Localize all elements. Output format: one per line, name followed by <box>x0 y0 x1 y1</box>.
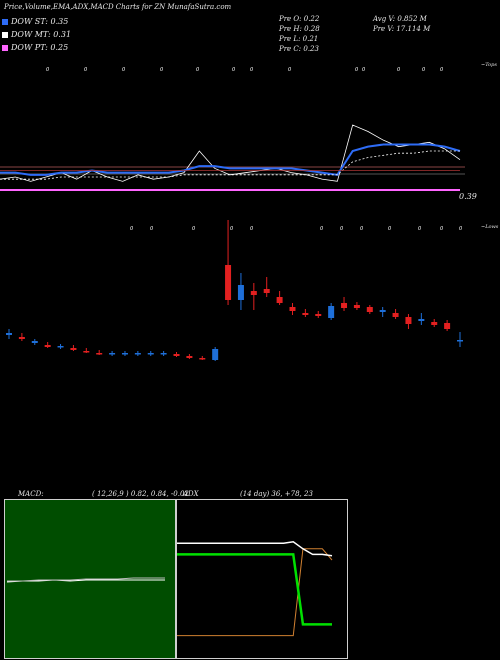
candle-body <box>392 313 399 317</box>
candle-body <box>457 340 463 342</box>
macd-title: MACD: <box>18 490 44 498</box>
top-marker: 0 <box>84 67 87 73</box>
candle-body <box>250 291 257 295</box>
candle-body <box>121 353 128 355</box>
candle-body <box>31 341 38 343</box>
price-line <box>0 124 461 182</box>
candle-body <box>366 307 373 312</box>
top-marker: 0 <box>46 67 49 73</box>
prev-volume: Pre V: 17.114 M <box>373 25 431 33</box>
top-marker: 0 <box>232 67 235 73</box>
bottom-marker: 0 <box>418 226 421 232</box>
candle-body <box>6 333 12 335</box>
bottom-marker: 0 <box>388 226 391 232</box>
candle-body <box>57 346 64 348</box>
candle-body <box>276 297 283 303</box>
macd-line <box>6 579 165 583</box>
bottom-marker: 0 <box>340 226 343 232</box>
top-marker: 0 <box>422 67 425 73</box>
prev-low: Pre L: 0.21 <box>279 35 319 43</box>
bottom-marker: 0 <box>440 226 443 232</box>
bottom-marker: 0 <box>230 226 233 232</box>
candle-body <box>315 314 322 316</box>
dow-pt-swatch <box>2 45 8 51</box>
adx-params: (14 day) 36, +78, 23 <box>240 490 313 498</box>
legend-dow-st: DOW ST: 0.35 <box>2 17 142 30</box>
top-marker: 0 <box>355 67 358 73</box>
candle-body <box>83 351 90 353</box>
candle-body <box>96 353 103 355</box>
macd-signal-line <box>7 577 165 582</box>
dow-pt-label: DOW PT: 0.25 <box>11 43 69 52</box>
dow-st-line <box>0 143 461 176</box>
chart-title: Price,Volume,EMA,ADX,MACD Charts for ZN … <box>4 3 232 11</box>
candle-body <box>263 289 270 293</box>
candle-body <box>289 307 296 311</box>
candle-body <box>18 337 25 339</box>
candle-body <box>341 303 348 308</box>
bottom-marker: 0 <box>459 226 462 232</box>
top-marker: 0 <box>397 67 400 73</box>
candle-body <box>160 353 167 355</box>
candle-body <box>70 348 77 350</box>
bottom-marker: 0 <box>320 226 323 232</box>
adx-plus-di-line <box>177 553 332 626</box>
dow-mt-swatch <box>2 32 8 38</box>
prev-high: Pre H: 0.28 <box>279 25 320 33</box>
top-marker: 0 <box>288 67 291 73</box>
candle-body <box>186 356 193 358</box>
dow-st-swatch <box>2 19 8 25</box>
candle-body <box>199 358 206 360</box>
dow-mt-line <box>0 150 460 180</box>
bottom-marker: 0 <box>192 226 195 232</box>
macd-chart <box>4 499 176 659</box>
candle-body <box>212 349 219 360</box>
top-marker: 0 <box>362 67 365 73</box>
candle-body <box>109 353 116 355</box>
bottom-marker: 0 <box>360 226 363 232</box>
candle-body <box>405 317 412 324</box>
adx-minus-di-line <box>177 548 333 637</box>
ema-last-price: 0.39 <box>459 192 477 201</box>
top-marker: 0 <box>122 67 125 73</box>
bottom-marker: 0 <box>250 226 253 232</box>
avg-volume: Avg V: 0.852 M <box>373 15 427 23</box>
prev-open: Pre O: 0.22 <box>279 15 320 23</box>
candlestick-chart: 0 0 0 0 0 0 0 0 0 0 0 0 <box>6 220 463 361</box>
candle-body <box>328 306 335 318</box>
adx-line <box>177 541 333 557</box>
candle-body <box>418 319 425 321</box>
candle-body <box>147 353 154 355</box>
candle-body <box>225 265 232 300</box>
top-marker: 0 <box>440 67 443 73</box>
candle-body <box>237 285 244 300</box>
candle-body <box>44 345 51 347</box>
candle-body <box>444 323 451 329</box>
legend-dow-mt: DOW MT: 0.31 <box>2 30 142 43</box>
adx-title: ADX <box>183 490 199 498</box>
candle-body <box>134 353 141 355</box>
dow-mt-label: DOW MT: 0.31 <box>11 30 72 39</box>
prev-close: Pre C: 0.23 <box>279 45 319 53</box>
bottom-marker: 0 <box>130 226 133 232</box>
legend-dow-pt: DOW PT: 0.25 <box>2 43 142 56</box>
candle-body <box>353 305 360 308</box>
top-marker: 0 <box>250 67 253 73</box>
top-marker: 0 <box>196 67 199 73</box>
candle-body <box>431 322 438 325</box>
candle-body <box>302 313 309 315</box>
dow-st-label: DOW ST: 0.35 <box>11 17 69 26</box>
macd-params: ( 12,26,9 ) 0.82, 0.84, -0.02 <box>92 490 189 498</box>
candle-lows-tag: ~Lows <box>481 224 499 230</box>
adx-chart <box>176 499 348 659</box>
bottom-marker: 0 <box>150 226 153 232</box>
ema-tops-tag: ~Tops <box>481 62 497 68</box>
top-marker: 0 <box>160 67 163 73</box>
candle-body <box>173 354 180 356</box>
candle-body <box>379 310 386 312</box>
